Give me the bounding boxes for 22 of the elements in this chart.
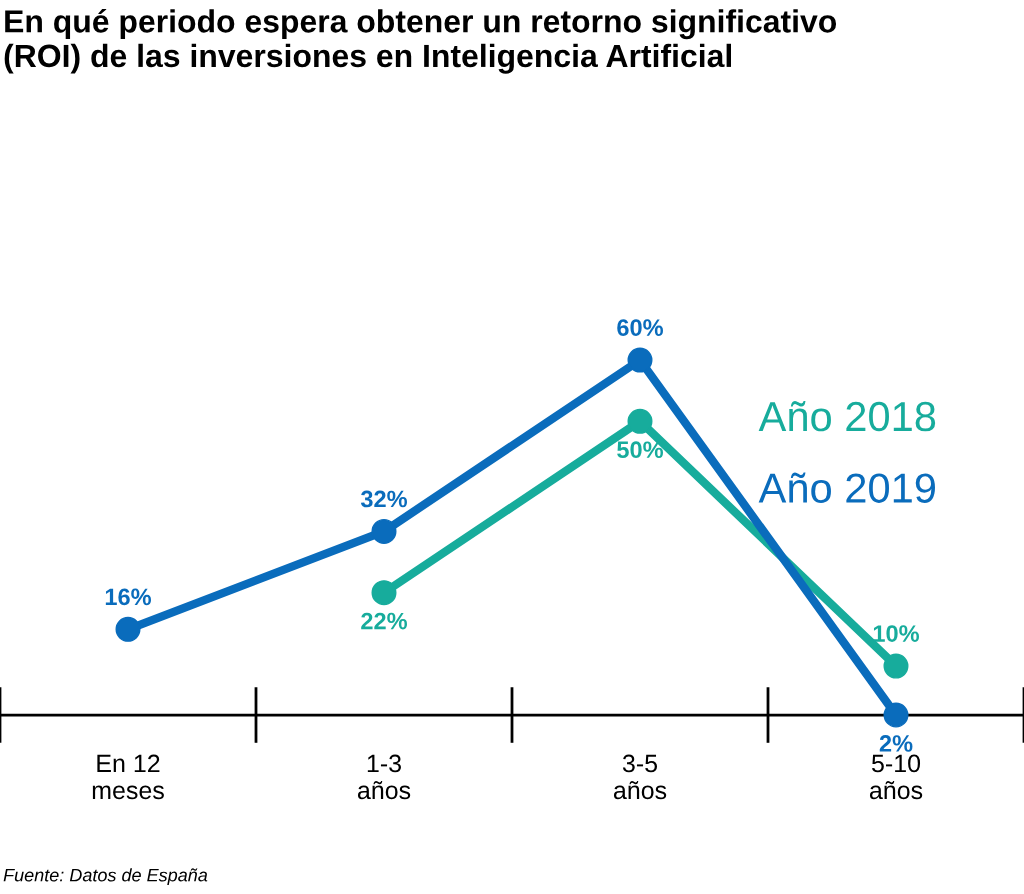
point — [883, 702, 909, 728]
point — [883, 653, 909, 679]
point — [371, 580, 397, 606]
point — [115, 616, 141, 642]
data-label: 32% — [360, 490, 408, 508]
series-label: Año 2018 — [758, 401, 936, 432]
data-label: 22% — [361, 612, 408, 630]
data-label: 2% — [879, 735, 913, 752]
point — [627, 347, 653, 373]
data-label: 10% — [873, 625, 920, 642]
x-tick-label: 1-3 años — [357, 754, 411, 800]
point — [371, 518, 397, 544]
x-tick-label: En 12 meses — [92, 754, 164, 800]
chart-title: En qué periodo espera obtener un retorno significativo (ROI) de las inversiones en Inteligencia Artificial — [4, 8, 837, 74]
x-tick-label: 3-5 años — [613, 754, 667, 800]
data-label: 16% — [105, 588, 152, 606]
point — [627, 408, 653, 434]
series-label: Año 2019 — [758, 472, 935, 503]
source-note: Fuente: Datos de España — [3, 868, 208, 886]
data-label: 60% — [617, 319, 664, 336]
data-label: 50% — [617, 441, 664, 459]
x-tick-label: 5-10 años — [869, 754, 923, 800]
